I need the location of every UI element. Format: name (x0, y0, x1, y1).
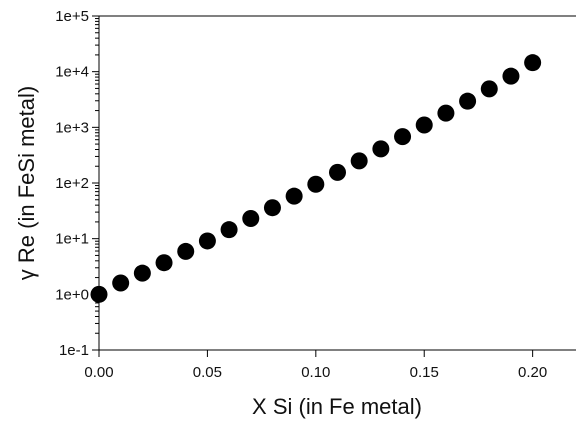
data-point (415, 116, 433, 134)
y-tick-label: 1e+2 (55, 175, 89, 192)
data-point (177, 242, 195, 260)
x-tick-label: 0.20 (518, 364, 547, 381)
y-tick-label: 1e+1 (55, 231, 89, 248)
y-axis-title: γ Re (in FeSi metal) (14, 86, 39, 280)
data-point (502, 67, 520, 85)
x-tick-label: 0.00 (84, 364, 113, 381)
data-point (480, 80, 498, 98)
data-point (285, 187, 303, 205)
x-tick-label: 0.10 (301, 364, 330, 381)
data-point (459, 92, 477, 110)
x-axis-title: X Si (in Fe metal) (252, 394, 422, 419)
data-point (242, 210, 260, 228)
y-tick-label: 1e+5 (55, 8, 89, 25)
y-tick-label: 1e+0 (55, 286, 89, 303)
ticks: 1e-1 1e+0 1e+1 1e+2 1e+3 1e+4 1e+5 0.00 0.05 0.10… (55, 8, 547, 381)
x-tick-label: 0.15 (410, 364, 439, 381)
data-point (220, 221, 238, 239)
data-points (90, 54, 542, 303)
data-point (437, 104, 455, 122)
data-point (394, 128, 412, 146)
data-point (133, 264, 151, 282)
data-point (350, 152, 368, 170)
data-point (329, 163, 346, 181)
data-point (112, 274, 130, 292)
data-point (198, 232, 216, 250)
data-point (90, 285, 108, 303)
data-point (155, 254, 173, 272)
data-point (307, 175, 325, 193)
data-point (372, 140, 390, 158)
y-tick-label: 1e+4 (55, 64, 89, 81)
x-tick-label: 0.05 (193, 364, 222, 381)
y-tick-label: 1e+3 (55, 119, 89, 136)
data-point (524, 54, 542, 72)
y-tick-label: 1e-1 (59, 342, 89, 359)
axes (98, 15, 576, 351)
data-point (263, 199, 281, 217)
